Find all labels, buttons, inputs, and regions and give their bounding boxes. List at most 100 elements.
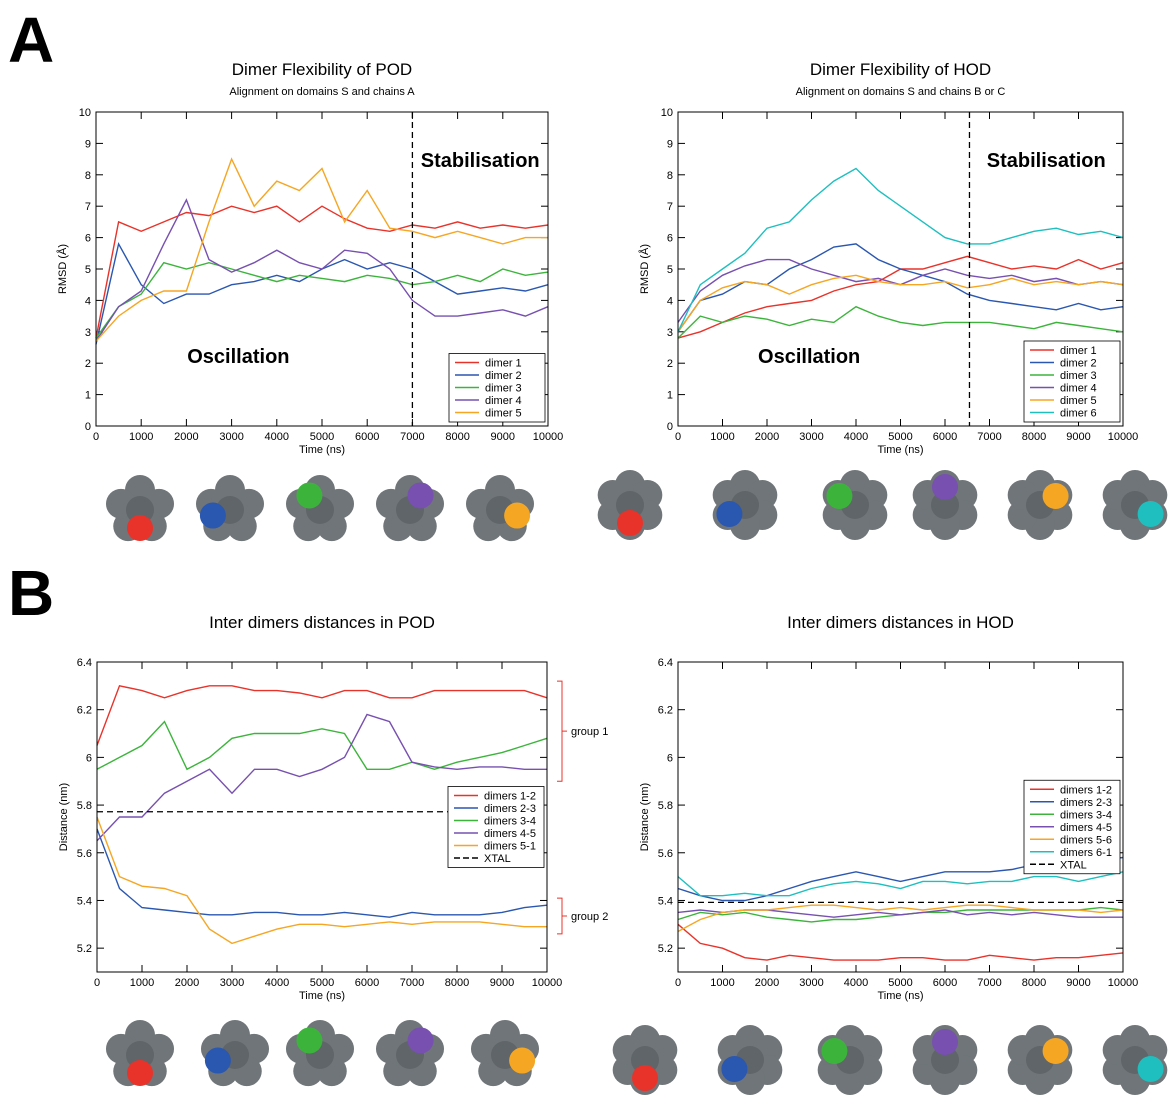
chart-title: Dimer Flexibility of HOD bbox=[810, 60, 991, 79]
x-tick-label: 4000 bbox=[265, 431, 289, 443]
structure-highlight bbox=[296, 1027, 322, 1053]
y-tick-label: 5.8 bbox=[658, 800, 673, 812]
structure-icon bbox=[106, 1020, 174, 1086]
y-axis-label: Distance (nm) bbox=[58, 783, 70, 851]
y-tick-label: 5 bbox=[85, 264, 91, 276]
y-tick-label: 7 bbox=[667, 201, 673, 213]
series-line bbox=[678, 872, 1123, 896]
chart: Dimer Flexibility of HODAlignment on dom… bbox=[598, 60, 1168, 540]
annotation: Oscillation bbox=[758, 346, 860, 368]
y-tick-label: 9 bbox=[85, 138, 91, 150]
structure-highlight bbox=[296, 482, 322, 508]
y-tick-label: 8 bbox=[667, 170, 673, 182]
figure: A B Dimer Flexibility of PODAlignment on… bbox=[0, 0, 1173, 1115]
chart-title: Dimer Flexibility of POD bbox=[232, 60, 412, 79]
y-tick-label: 9 bbox=[667, 138, 673, 150]
structure-highlight bbox=[932, 1029, 958, 1055]
y-tick-label: 6.4 bbox=[77, 657, 92, 669]
x-tick-label: 8000 bbox=[445, 977, 469, 989]
series-line bbox=[96, 159, 548, 341]
legend-label: dimer 3 bbox=[485, 383, 522, 395]
x-tick-label: 1000 bbox=[129, 431, 153, 443]
panel-label: B bbox=[8, 557, 54, 629]
structure-highlight bbox=[632, 1065, 658, 1091]
y-tick-label: 4 bbox=[667, 295, 673, 307]
y-tick-label: 5.4 bbox=[658, 895, 673, 907]
structure-icon bbox=[201, 1020, 269, 1086]
y-tick-label: 5.6 bbox=[658, 848, 673, 860]
legend-label: dimer 2 bbox=[1060, 358, 1097, 370]
structure-highlight bbox=[1043, 1038, 1069, 1064]
x-tick-label: 9000 bbox=[1066, 431, 1090, 443]
y-tick-label: 6 bbox=[667, 752, 673, 764]
legend-label: dimer 4 bbox=[1060, 383, 1097, 395]
x-tick-label: 5000 bbox=[888, 431, 912, 443]
y-tick-label: 5.4 bbox=[77, 895, 92, 907]
x-tick-label: 3000 bbox=[219, 431, 243, 443]
series-line bbox=[96, 200, 548, 341]
x-tick-label: 7000 bbox=[400, 431, 424, 443]
legend-label: dimer 2 bbox=[485, 370, 522, 382]
y-tick-label: 10 bbox=[79, 107, 91, 119]
structure-icon bbox=[913, 470, 978, 540]
y-axis-label: RMSD (Å) bbox=[56, 244, 69, 294]
chart-title: Inter dimers distances in POD bbox=[209, 613, 435, 632]
x-tick-label: 3000 bbox=[799, 977, 823, 989]
legend-label: dimer 1 bbox=[1060, 345, 1097, 357]
x-tick-label: 3000 bbox=[220, 977, 244, 989]
x-tick-label: 4000 bbox=[844, 977, 868, 989]
legend-label: XTAL bbox=[1060, 859, 1087, 871]
y-tick-label: 6 bbox=[85, 233, 91, 245]
y-tick-label: 5.8 bbox=[77, 800, 92, 812]
x-tick-label: 5000 bbox=[888, 977, 912, 989]
structure-icon bbox=[466, 475, 534, 541]
x-tick-label: 1000 bbox=[130, 977, 154, 989]
x-tick-label: 2000 bbox=[755, 977, 779, 989]
x-tick-label: 4000 bbox=[265, 977, 289, 989]
y-tick-label: 5.2 bbox=[77, 943, 92, 955]
structure-highlight bbox=[716, 501, 742, 527]
x-tick-label: 2000 bbox=[755, 431, 779, 443]
structure-highlight bbox=[1138, 501, 1164, 527]
x-tick-label: 0 bbox=[94, 977, 100, 989]
legend-label: dimers 1-2 bbox=[484, 791, 536, 803]
y-tick-label: 1 bbox=[85, 390, 91, 402]
x-tick-label: 8000 bbox=[1022, 977, 1046, 989]
y-tick-label: 5.6 bbox=[77, 848, 92, 860]
series-line bbox=[678, 905, 1123, 931]
structure-icon bbox=[106, 475, 174, 541]
x-tick-label: 5000 bbox=[310, 431, 334, 443]
structure-icon bbox=[718, 1025, 783, 1095]
group-bracket bbox=[557, 681, 567, 781]
structure-highlight bbox=[200, 503, 226, 529]
x-tick-label: 10000 bbox=[533, 431, 564, 443]
y-tick-label: 2 bbox=[85, 358, 91, 370]
x-tick-label: 9000 bbox=[490, 977, 514, 989]
x-tick-label: 2000 bbox=[174, 431, 198, 443]
group-bracket bbox=[557, 898, 567, 934]
structure-icon bbox=[818, 1025, 883, 1095]
y-tick-label: 5.2 bbox=[658, 943, 673, 955]
structure-highlight bbox=[504, 503, 530, 529]
legend-label: dimer 6 bbox=[1060, 408, 1097, 420]
x-tick-label: 6000 bbox=[933, 431, 957, 443]
x-axis-label: Time (ns) bbox=[877, 990, 923, 1002]
structure-highlight bbox=[826, 483, 852, 509]
series-line bbox=[97, 686, 547, 746]
y-tick-label: 1 bbox=[667, 390, 673, 402]
structure-highlight bbox=[408, 1027, 434, 1053]
structure-icon bbox=[286, 475, 354, 541]
x-tick-label: 9000 bbox=[1066, 977, 1090, 989]
x-tick-label: 9000 bbox=[491, 431, 515, 443]
legend-label: dimers 3-4 bbox=[1060, 809, 1112, 821]
structure-icon bbox=[1008, 1025, 1073, 1095]
structure-highlight bbox=[1138, 1056, 1164, 1082]
y-tick-label: 2 bbox=[667, 358, 673, 370]
group-label: group 2 bbox=[571, 911, 608, 923]
legend-label: dimer 5 bbox=[485, 408, 522, 420]
legend-label: dimers 2-3 bbox=[484, 803, 536, 815]
x-axis-label: Time (ns) bbox=[299, 990, 345, 1002]
structure-icon bbox=[196, 475, 264, 541]
y-tick-label: 4 bbox=[85, 295, 91, 307]
structure-highlight bbox=[932, 474, 958, 500]
